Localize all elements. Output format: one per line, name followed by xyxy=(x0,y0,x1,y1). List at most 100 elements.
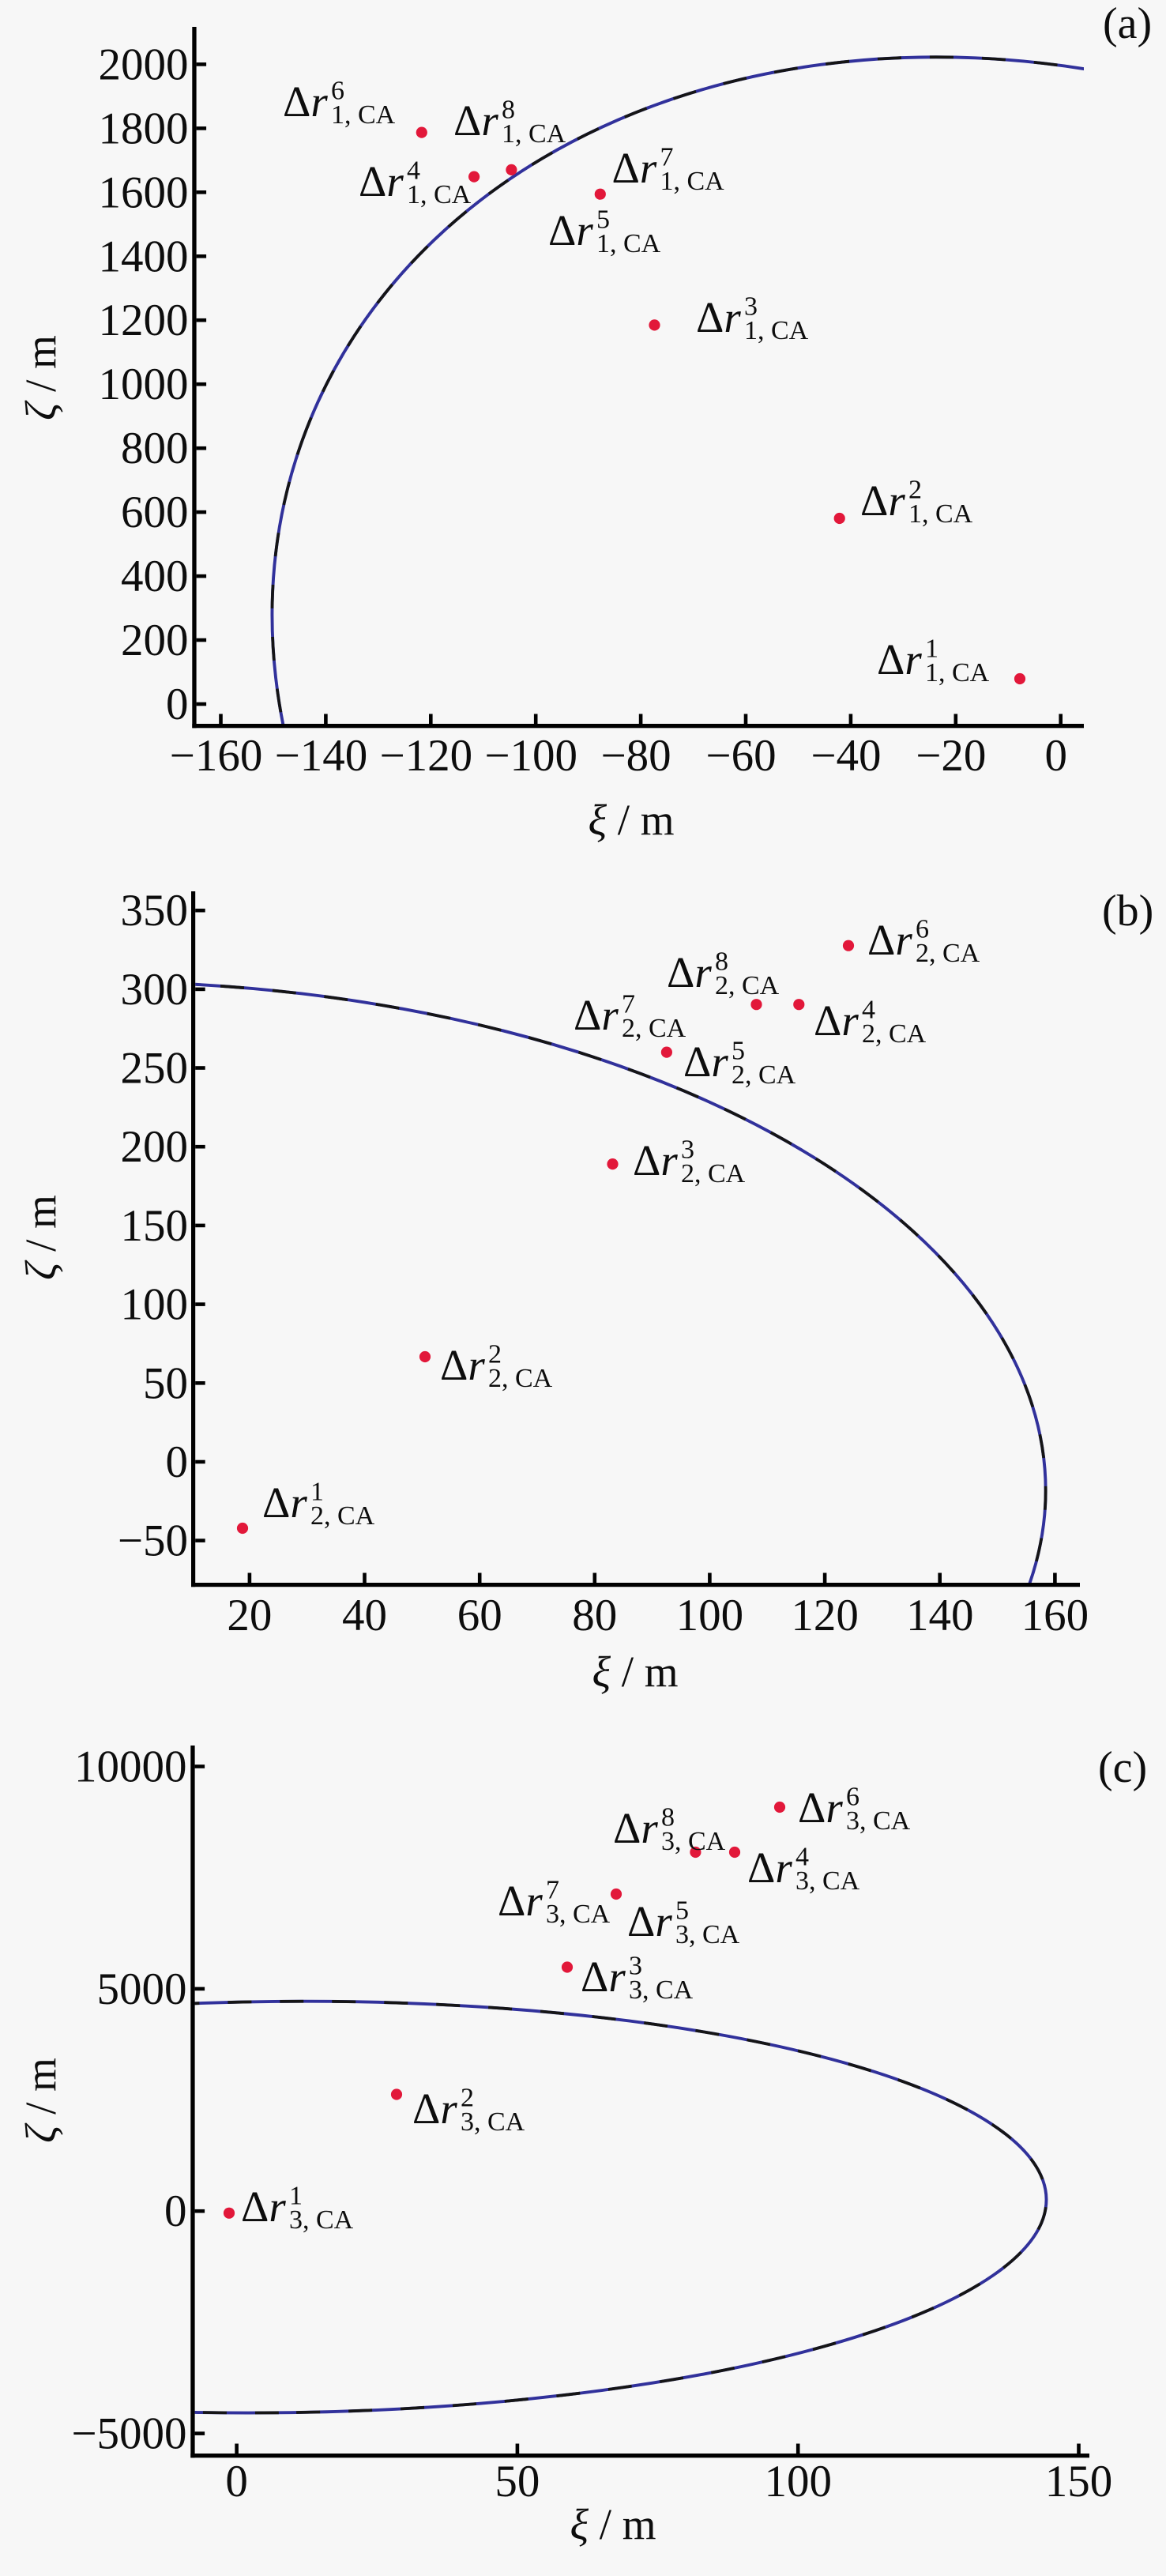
svg-text:Δr: Δr xyxy=(683,1038,728,1086)
svg-text:0: 0 xyxy=(1044,731,1067,781)
svg-text:Δr: Δr xyxy=(574,991,619,1039)
svg-text:ζ / m: ζ / m xyxy=(17,335,65,420)
svg-text:150: 150 xyxy=(1045,2457,1113,2506)
svg-text:150: 150 xyxy=(121,1201,189,1251)
svg-text:7: 7 xyxy=(546,1876,559,1905)
svg-text:ζ / m: ζ / m xyxy=(17,1195,65,1280)
svg-text:ξ / m: ξ / m xyxy=(588,796,674,844)
svg-text:Δr: Δr xyxy=(633,1136,678,1184)
svg-text:100: 100 xyxy=(676,1591,744,1640)
svg-text:1, CA: 1, CA xyxy=(407,180,472,209)
svg-text:50: 50 xyxy=(143,1358,188,1408)
svg-text:2, CA: 2, CA xyxy=(732,1060,796,1090)
svg-text:2: 2 xyxy=(488,1340,502,1369)
svg-text:1: 1 xyxy=(310,1478,324,1507)
svg-text:2, CA: 2, CA xyxy=(715,971,780,1000)
svg-text:100: 100 xyxy=(121,1280,189,1330)
svg-text:Δr: Δr xyxy=(453,96,498,145)
svg-text:−40: −40 xyxy=(811,731,881,781)
svg-text:−50: −50 xyxy=(118,1516,188,1566)
svg-text:350: 350 xyxy=(121,886,189,936)
svg-text:1, CA: 1, CA xyxy=(925,658,990,687)
svg-text:−120: −120 xyxy=(379,731,472,781)
svg-text:ξ / m: ξ / m xyxy=(592,1648,678,1696)
svg-text:300: 300 xyxy=(121,965,189,1015)
svg-text:40: 40 xyxy=(342,1591,387,1640)
svg-text:3, CA: 3, CA xyxy=(461,2107,525,2137)
svg-text:Δr: Δr xyxy=(262,1478,307,1527)
svg-text:2: 2 xyxy=(908,476,922,505)
svg-text:1, CA: 1, CA xyxy=(502,119,566,149)
svg-text:2, CA: 2, CA xyxy=(488,1364,553,1393)
svg-text:100: 100 xyxy=(764,2457,832,2506)
svg-text:1800: 1800 xyxy=(99,104,189,153)
svg-text:1400: 1400 xyxy=(99,232,189,281)
svg-text:1, CA: 1, CA xyxy=(744,316,809,345)
svg-text:1, CA: 1, CA xyxy=(331,100,396,130)
svg-text:Δr: Δr xyxy=(241,2182,286,2231)
svg-text:Δr: Δr xyxy=(696,293,741,341)
svg-text:8: 8 xyxy=(715,947,728,977)
svg-text:60: 60 xyxy=(457,1591,502,1640)
svg-text:ζ / m: ζ / m xyxy=(17,2058,65,2143)
svg-text:200: 200 xyxy=(121,1122,189,1172)
svg-text:0: 0 xyxy=(164,2186,187,2236)
svg-text:Δr: Δr xyxy=(867,916,912,964)
svg-text:Δr: Δr xyxy=(283,77,328,126)
svg-text:8: 8 xyxy=(661,1803,675,1832)
svg-text:1, CA: 1, CA xyxy=(596,229,661,258)
svg-text:0: 0 xyxy=(166,1437,189,1487)
svg-text:Δr: Δr xyxy=(667,948,712,996)
svg-text:(b): (b) xyxy=(1102,887,1153,936)
svg-text:3, CA: 3, CA xyxy=(289,2205,354,2235)
svg-text:400: 400 xyxy=(121,552,189,601)
svg-text:6: 6 xyxy=(916,915,929,944)
svg-text:3: 3 xyxy=(681,1135,694,1165)
svg-text:ξ / m: ξ / m xyxy=(570,2500,656,2548)
svg-text:800: 800 xyxy=(121,424,189,473)
svg-text:1600: 1600 xyxy=(99,168,189,217)
svg-text:5: 5 xyxy=(596,205,610,235)
svg-text:0: 0 xyxy=(225,2457,248,2506)
svg-text:Δr: Δr xyxy=(581,1953,626,2001)
svg-text:5: 5 xyxy=(675,1896,689,1926)
svg-text:1: 1 xyxy=(925,635,938,664)
svg-text:200: 200 xyxy=(121,616,189,665)
svg-text:Δr: Δr xyxy=(498,1877,543,1925)
svg-text:3: 3 xyxy=(744,292,758,322)
svg-text:Δr: Δr xyxy=(612,144,657,192)
svg-text:8: 8 xyxy=(502,96,515,125)
svg-text:140: 140 xyxy=(906,1591,974,1640)
svg-text:3, CA: 3, CA xyxy=(846,1806,911,1836)
svg-text:5000: 5000 xyxy=(97,1964,187,2014)
svg-text:1, CA: 1, CA xyxy=(660,167,725,196)
svg-text:3, CA: 3, CA xyxy=(796,1866,860,1896)
svg-text:2, CA: 2, CA xyxy=(310,1501,375,1531)
svg-text:−60: −60 xyxy=(705,731,776,781)
svg-text:3: 3 xyxy=(629,1952,642,1981)
svg-text:Δr: Δr xyxy=(814,996,859,1045)
svg-text:−80: −80 xyxy=(601,731,671,781)
svg-text:4: 4 xyxy=(862,996,875,1025)
svg-text:Δr: Δr xyxy=(548,206,593,254)
svg-text:2, CA: 2, CA xyxy=(862,1019,927,1049)
svg-text:80: 80 xyxy=(572,1591,617,1640)
svg-text:7: 7 xyxy=(622,990,635,1019)
svg-text:Δr: Δr xyxy=(860,476,905,525)
svg-text:4: 4 xyxy=(796,1843,809,1872)
svg-text:2000: 2000 xyxy=(99,40,189,89)
svg-text:3, CA: 3, CA xyxy=(661,1827,726,1856)
svg-text:(a): (a) xyxy=(1103,0,1152,48)
svg-text:3, CA: 3, CA xyxy=(675,1920,740,1949)
svg-text:−160: −160 xyxy=(170,731,263,781)
svg-text:1: 1 xyxy=(289,2182,303,2211)
svg-text:Δr: Δr xyxy=(359,157,404,205)
svg-text:6: 6 xyxy=(846,1783,859,1812)
svg-text:2: 2 xyxy=(461,2084,474,2113)
svg-text:2, CA: 2, CA xyxy=(622,1014,686,1043)
svg-text:−5000: −5000 xyxy=(71,2409,186,2459)
svg-text:Δr: Δr xyxy=(877,635,922,684)
svg-text:−20: −20 xyxy=(916,731,986,781)
svg-text:1000: 1000 xyxy=(99,360,189,409)
svg-text:Δr: Δr xyxy=(440,1341,485,1389)
